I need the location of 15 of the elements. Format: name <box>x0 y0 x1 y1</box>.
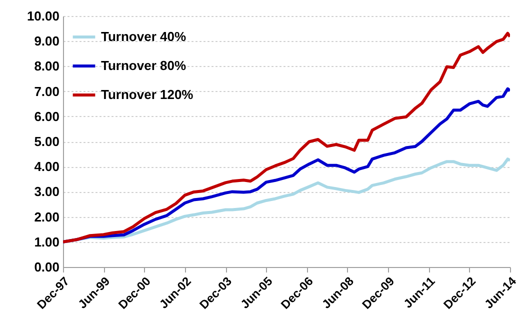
legend-label: Turnover 120% <box>101 87 194 102</box>
y-tick-label: 9.00 <box>34 34 60 49</box>
y-tick-label: 1.00 <box>34 234 60 250</box>
y-tick-label: 8.00 <box>34 58 60 74</box>
y-tick-label: 6.00 <box>34 108 60 124</box>
legend-label: Turnover 40% <box>101 29 186 44</box>
y-tick-label: 4.00 <box>34 159 60 174</box>
y-tick-label: 7.00 <box>34 84 60 99</box>
y-tick-label: 10.00 <box>26 8 60 24</box>
line-series <box>63 32 510 244</box>
y-tick-label: 0.00 <box>34 260 60 274</box>
legend-label: Turnover 80% <box>101 58 186 73</box>
y-tick-label: 3.00 <box>34 184 60 200</box>
y-tick-label: 2.00 <box>34 209 60 224</box>
y-tick-label: 5.00 <box>34 134 60 149</box>
